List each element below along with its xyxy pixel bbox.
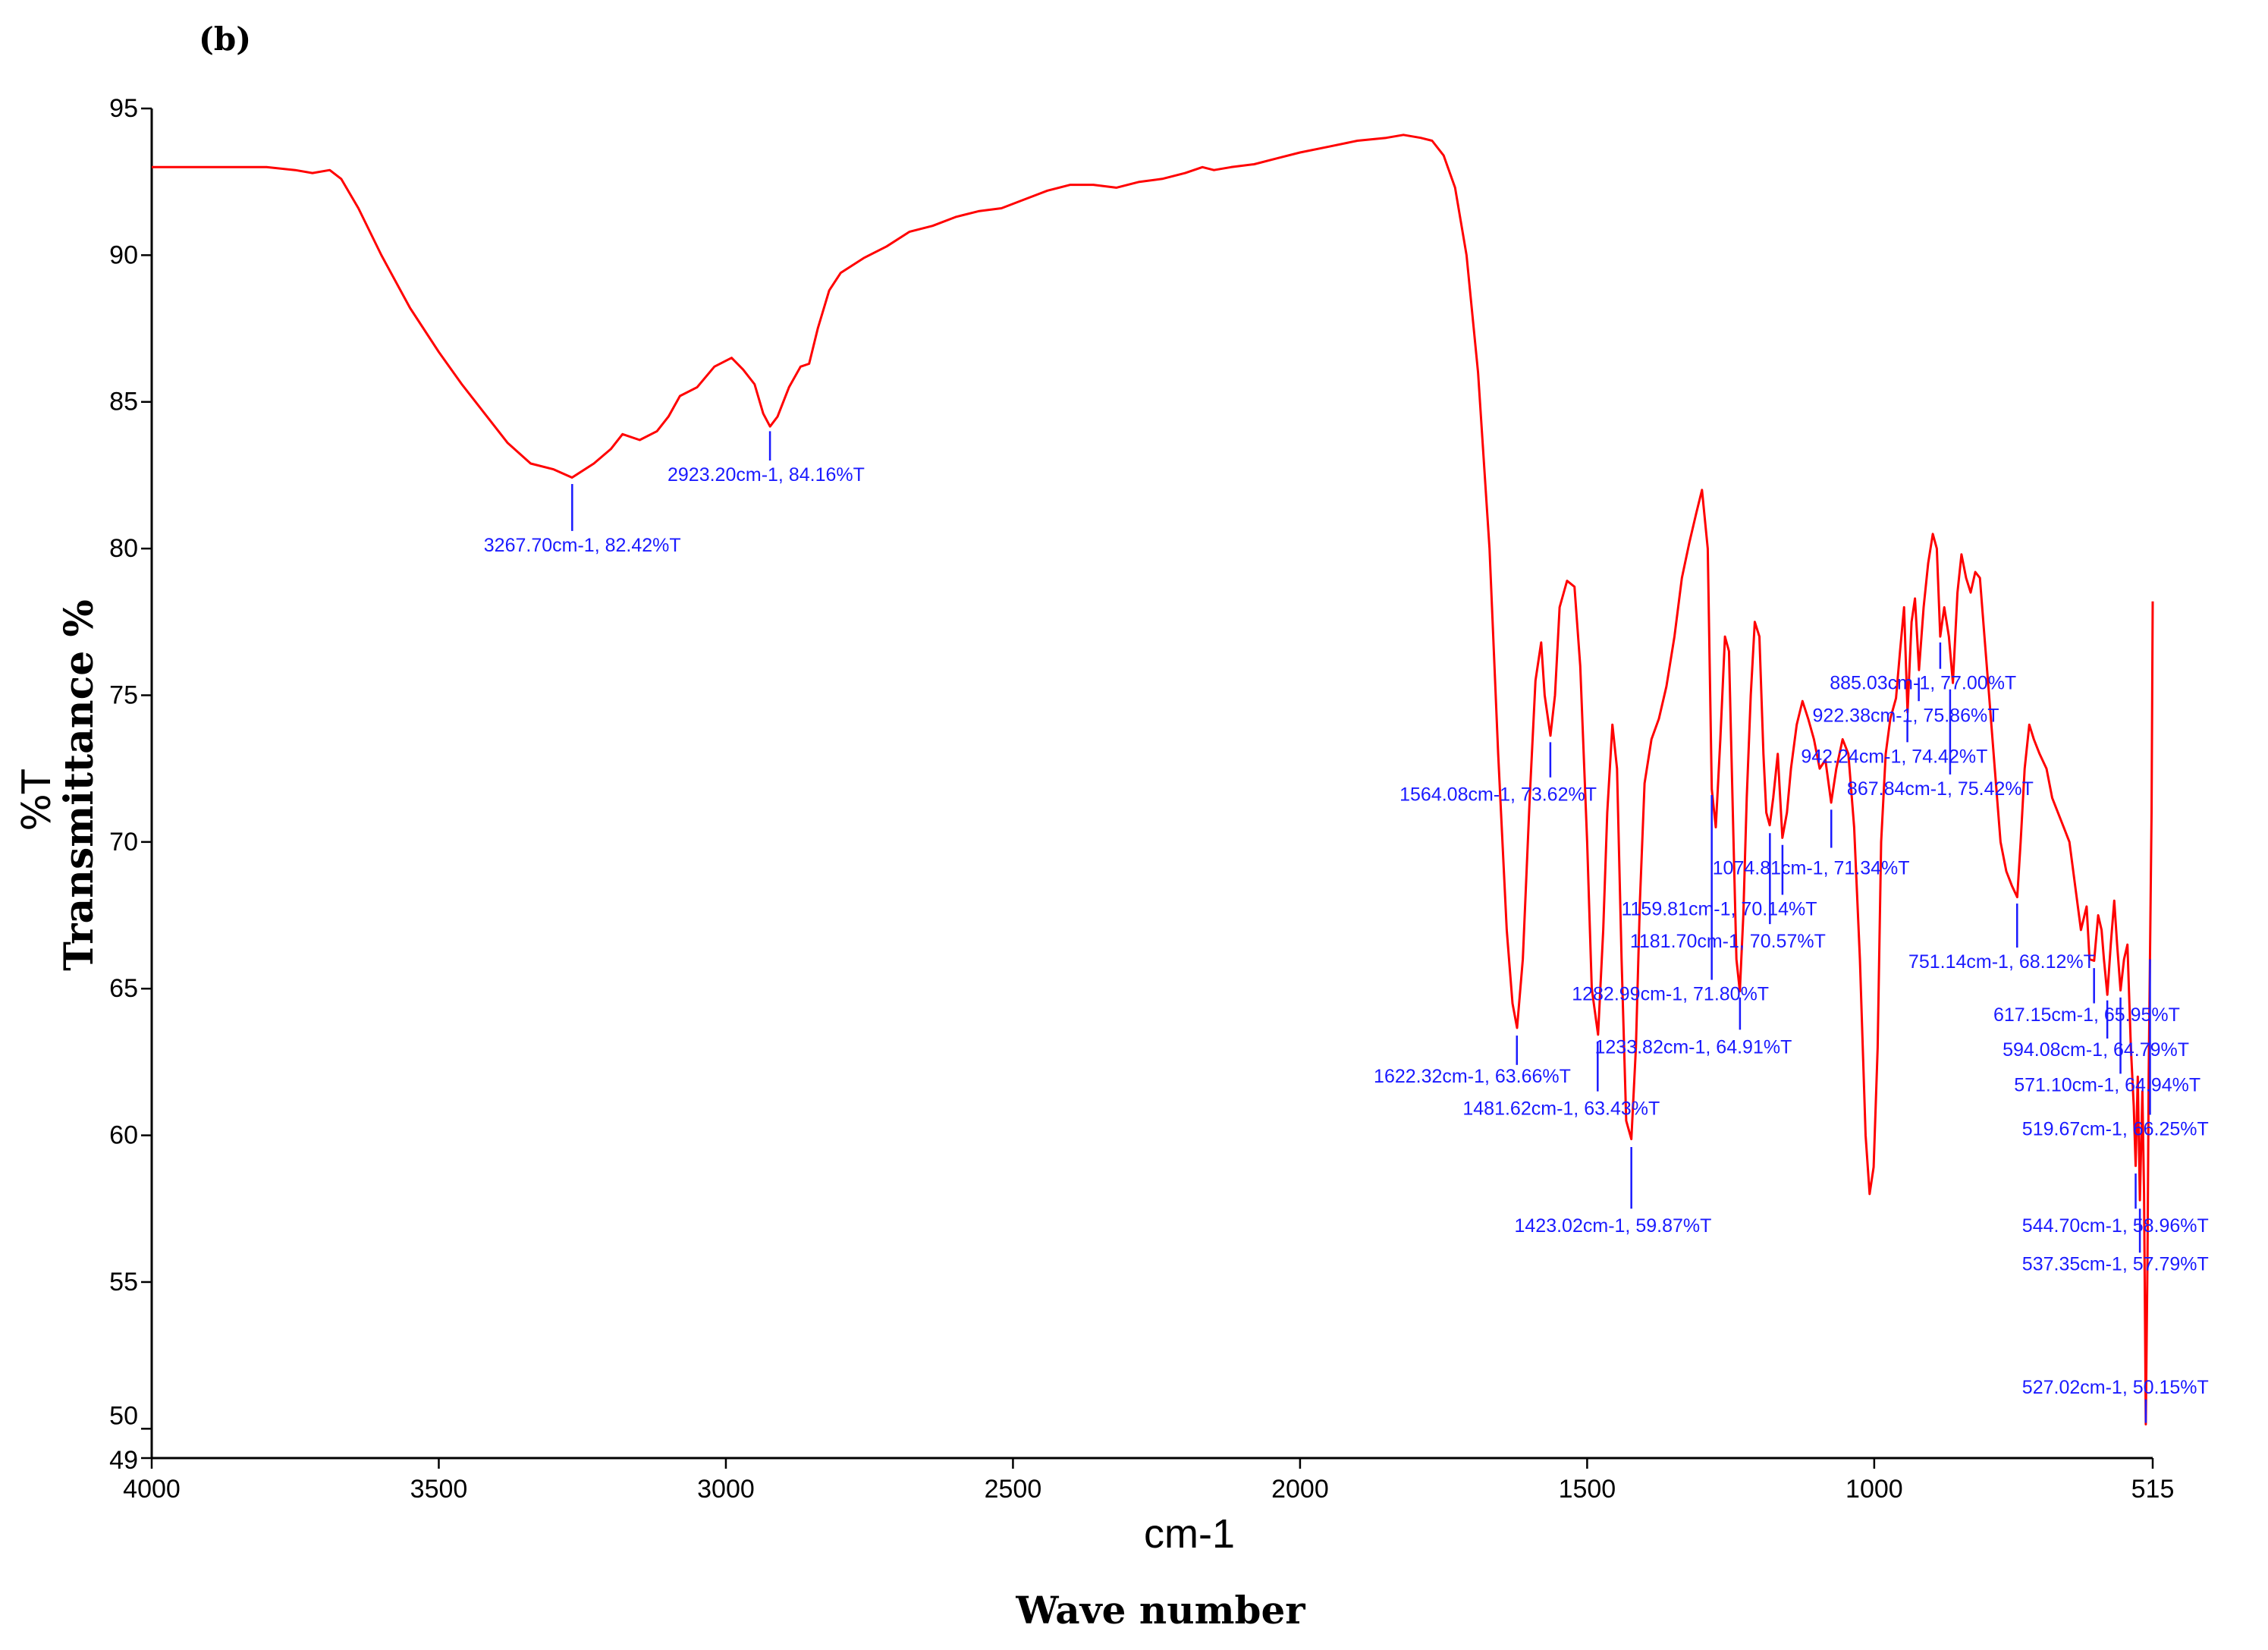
peak-annotation: 1622.32cm-1, 63.66%T xyxy=(1374,1036,1571,1087)
peak-annotation: 519.67cm-1, 66.25%T xyxy=(2022,959,2209,1140)
peak-annotation: 1282.99cm-1, 71.80%T xyxy=(1572,794,1769,1005)
peak-annotation: 537.35cm-1, 57.79%T xyxy=(2022,1208,2209,1274)
y-tick-label: 50 xyxy=(109,1401,138,1430)
peak-annotation: 544.70cm-1, 58.96%T xyxy=(2022,1173,2209,1237)
axes xyxy=(150,108,2153,1460)
y-tick-label: 80 xyxy=(109,534,138,563)
peak-label: 519.67cm-1, 66.25%T xyxy=(2022,1119,2209,1140)
peak-annotation: 1159.81cm-1, 70.14%T xyxy=(1621,844,1817,920)
peak-label: 885.03cm-1, 77.00%T xyxy=(1830,673,2016,694)
peak-label: 922.38cm-1, 75.86%T xyxy=(1813,705,1999,726)
y-tick-label: 49 xyxy=(109,1446,138,1475)
x-tick-label: 2500 xyxy=(985,1475,1042,1504)
peak-annotation: 3267.70cm-1, 82.42%T xyxy=(484,484,681,556)
peak-label: 594.08cm-1, 64.79%T xyxy=(2003,1039,2189,1061)
y-axis-unit: %T xyxy=(14,769,60,831)
peak-annotation: 1233.82cm-1, 64.91%T xyxy=(1594,997,1792,1058)
peak-label: 544.70cm-1, 58.96%T xyxy=(2022,1215,2209,1237)
peak-annotation: 751.14cm-1, 68.12%T xyxy=(1908,904,2095,973)
peak-annotation: 1564.08cm-1, 73.62%T xyxy=(1399,742,1597,806)
spectrum-line xyxy=(152,134,2154,1425)
y-tick-label: 60 xyxy=(109,1121,138,1150)
peak-label: 1481.62cm-1, 63.43%T xyxy=(1462,1098,1660,1120)
panel-label: (b) xyxy=(199,20,251,58)
y-tick-label: 70 xyxy=(109,828,138,856)
peak-label: 617.15cm-1, 65.95%T xyxy=(1993,1004,2180,1026)
peak-annotation: 1423.02cm-1, 59.87%T xyxy=(1515,1147,1712,1237)
y-tick-label: 90 xyxy=(109,240,138,269)
y-tick-label: 95 xyxy=(109,94,138,123)
peak-annotation: 942.24cm-1, 74.42%T xyxy=(1801,718,1987,767)
peak-annotation: 2923.20cm-1, 84.16%T xyxy=(668,431,865,486)
peak-label: 571.10cm-1, 64.94%T xyxy=(2014,1075,2200,1096)
peak-annotation: 571.10cm-1, 64.94%T xyxy=(2014,997,2200,1096)
x-tick-label: 3500 xyxy=(410,1475,468,1504)
peak-annotation: 885.03cm-1, 77.00%T xyxy=(1830,642,2016,694)
peak-annotation: 617.15cm-1, 65.95%T xyxy=(1993,968,2180,1026)
x-tick-label: 515 xyxy=(2131,1475,2175,1504)
peak-label: 1282.99cm-1, 71.80%T xyxy=(1572,984,1769,1005)
y-tick-label: 65 xyxy=(109,974,138,1003)
spectrum-line-group xyxy=(152,134,2154,1425)
y-tick-label: 75 xyxy=(109,680,138,709)
peak-label: 3267.70cm-1, 82.42%T xyxy=(484,535,681,556)
x-tick-label: 4000 xyxy=(123,1475,181,1504)
peak-annotation: 1074.81cm-1, 71.34%T xyxy=(1713,809,1910,878)
x-tick-label: 1000 xyxy=(1845,1475,1903,1504)
peak-annotation: 1181.70cm-1, 70.57%T xyxy=(1630,833,1826,952)
peak-annotation: 867.84cm-1, 75.42%T xyxy=(1847,689,2034,800)
peak-label: 1159.81cm-1, 70.14%T xyxy=(1621,899,1817,920)
peak-annotation: 527.02cm-1, 50.15%T xyxy=(2022,1377,2209,1423)
x-tick-label: 1500 xyxy=(1559,1475,1616,1504)
y-axis-label: Transmittance % xyxy=(56,599,102,971)
peak-label: 527.02cm-1, 50.15%T xyxy=(2022,1377,2209,1398)
peak-label: 867.84cm-1, 75.42%T xyxy=(1847,778,2034,800)
peak-annotation: 1481.62cm-1, 63.43%T xyxy=(1462,1041,1660,1120)
peak-annotations: 3267.70cm-1, 82.42%T 2923.20cm-1, 84.16%T… xyxy=(484,431,2209,1423)
x-axis-label: Wave number xyxy=(1015,1588,1305,1633)
peak-label: 1423.02cm-1, 59.87%T xyxy=(1515,1215,1712,1237)
peak-label: 1622.32cm-1, 63.66%T xyxy=(1374,1066,1571,1087)
y-tick-label: 55 xyxy=(109,1268,138,1296)
x-tick-label: 3000 xyxy=(697,1475,755,1504)
peak-label: 1564.08cm-1, 73.62%T xyxy=(1399,784,1597,806)
x-axis-unit: cm-1 xyxy=(1144,1511,1235,1557)
peak-label: 1181.70cm-1, 70.57%T xyxy=(1630,931,1826,952)
peak-label: 1074.81cm-1, 71.34%T xyxy=(1713,857,1910,878)
peak-label: 537.35cm-1, 57.79%T xyxy=(2022,1253,2209,1274)
y-tick-label: 85 xyxy=(109,388,138,416)
peak-label: 1233.82cm-1, 64.91%T xyxy=(1594,1036,1792,1058)
peak-label: 2923.20cm-1, 84.16%T xyxy=(668,464,865,486)
peak-label: 751.14cm-1, 68.12%T xyxy=(1908,951,2095,973)
x-tick-label: 2000 xyxy=(1271,1475,1329,1504)
peak-annotation: 922.38cm-1, 75.86%T xyxy=(1813,677,1999,726)
peak-annotation: 594.08cm-1, 64.79%T xyxy=(2003,1000,2189,1061)
peak-label: 942.24cm-1, 74.42%T xyxy=(1801,746,1987,767)
